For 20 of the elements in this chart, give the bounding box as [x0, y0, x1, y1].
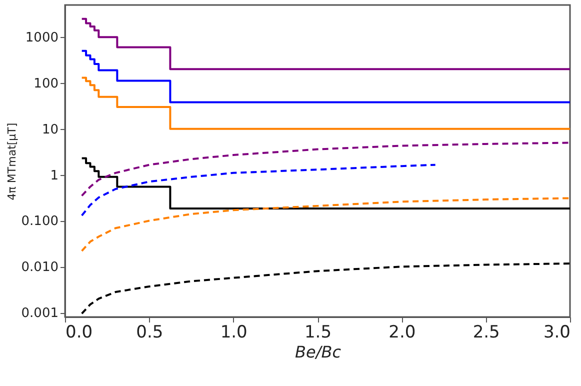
x-tick-label: 0.0	[66, 322, 93, 342]
y-tick-label: 10	[42, 122, 58, 138]
x-tick-label: 0.5	[136, 322, 164, 342]
line-series	[80, 164, 436, 216]
y-tick-label: 100	[34, 76, 58, 92]
x-tick-label: 3.0	[543, 322, 570, 342]
x-tick-label: 2.5	[472, 322, 500, 342]
x-tick-label: 1.5	[304, 322, 332, 342]
y-tick-label: 0.001	[21, 306, 58, 322]
y-axis-title: 4π MTmat[μT]	[5, 122, 18, 200]
x-tick-label: 1.0	[220, 322, 248, 342]
y-tick-label: 0.010	[21, 260, 58, 276]
line-series	[80, 197, 570, 252]
y-tick-label: 0.100	[21, 214, 58, 230]
line-series	[80, 142, 570, 197]
y-tick-label: 1000	[25, 30, 58, 46]
line-series	[80, 262, 570, 315]
y-tick-label: 1	[50, 168, 58, 184]
x-axis-title: Be/Bc	[295, 342, 342, 362]
x-tick-label: 2.0	[388, 322, 416, 342]
